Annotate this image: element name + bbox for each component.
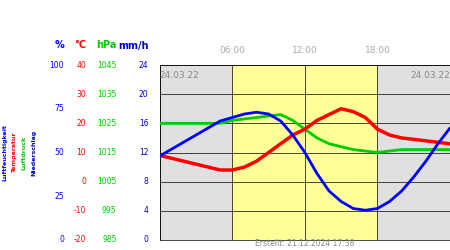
Text: 1025: 1025 — [97, 119, 117, 128]
Text: 75: 75 — [54, 104, 64, 113]
Text: 100: 100 — [50, 60, 64, 70]
Text: Erstellt: 21.12.2024 17:38: Erstellt: 21.12.2024 17:38 — [255, 238, 355, 248]
Text: 1045: 1045 — [97, 60, 117, 70]
Text: 8: 8 — [144, 177, 148, 186]
Text: Luftfeuchtigkeit: Luftfeuchtigkeit — [2, 124, 7, 181]
Text: 24.03.22: 24.03.22 — [410, 72, 450, 80]
Text: 1035: 1035 — [97, 90, 117, 99]
Text: 16: 16 — [139, 119, 149, 128]
Text: 0: 0 — [59, 236, 64, 244]
Text: 0: 0 — [81, 177, 86, 186]
Text: 24: 24 — [139, 60, 149, 70]
Text: hPa: hPa — [96, 40, 117, 50]
Text: -10: -10 — [74, 206, 86, 215]
Text: -20: -20 — [74, 236, 86, 244]
Text: 4: 4 — [144, 206, 149, 215]
Text: 12: 12 — [139, 148, 149, 157]
Text: 995: 995 — [102, 206, 117, 215]
Text: Niederschlag: Niederschlag — [31, 130, 36, 176]
Text: 0: 0 — [144, 236, 149, 244]
Text: 18:00: 18:00 — [364, 46, 391, 55]
Text: °C: °C — [74, 40, 86, 50]
Text: 06:00: 06:00 — [220, 46, 245, 55]
Text: mm/h: mm/h — [118, 40, 148, 50]
Text: 20: 20 — [139, 90, 149, 99]
Text: 40: 40 — [76, 60, 86, 70]
Bar — [232, 65, 378, 240]
Text: 1015: 1015 — [97, 148, 117, 157]
Text: 985: 985 — [102, 236, 117, 244]
Text: Temperatur: Temperatur — [12, 132, 17, 173]
Text: 24.03.22: 24.03.22 — [160, 72, 199, 80]
Text: %: % — [54, 40, 64, 50]
Text: 12:00: 12:00 — [292, 46, 318, 55]
Text: 30: 30 — [76, 90, 86, 99]
Text: 20: 20 — [76, 119, 86, 128]
Text: 50: 50 — [54, 148, 64, 157]
Text: 10: 10 — [76, 148, 86, 157]
Text: 25: 25 — [54, 192, 64, 201]
Text: 1005: 1005 — [97, 177, 117, 186]
Text: Luftdruck: Luftdruck — [22, 136, 27, 170]
